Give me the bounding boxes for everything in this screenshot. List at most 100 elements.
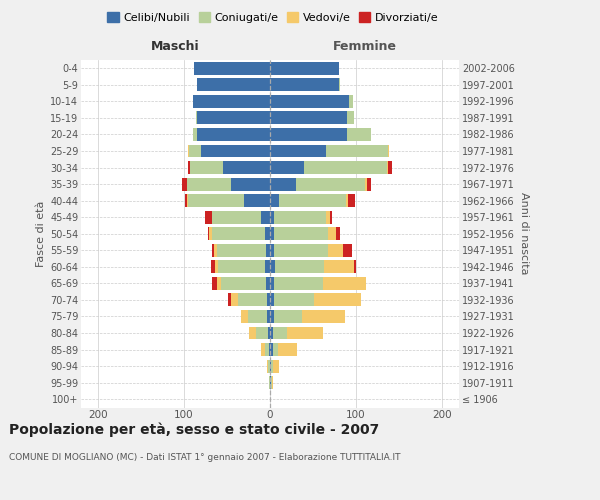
Bar xyxy=(262,210,270,224)
Bar xyxy=(248,310,268,323)
Bar xyxy=(241,310,248,323)
Bar xyxy=(265,260,270,274)
Bar xyxy=(326,210,330,224)
Y-axis label: Anni di nascita: Anni di nascita xyxy=(518,192,529,275)
Bar xyxy=(270,78,339,92)
Bar xyxy=(343,244,352,257)
Bar xyxy=(270,360,271,372)
Bar xyxy=(304,161,387,174)
Bar xyxy=(270,260,275,274)
Text: COMUNE DI MOGLIANO (MC) - Dati ISTAT 1° gennaio 2007 - Elaborazione TUTTITALIA.I: COMUNE DI MOGLIANO (MC) - Dati ISTAT 1° … xyxy=(9,452,401,462)
Bar xyxy=(221,277,266,290)
Bar xyxy=(388,161,392,174)
Bar xyxy=(244,194,270,207)
Bar xyxy=(256,326,268,340)
Bar xyxy=(323,277,366,290)
Bar xyxy=(348,194,355,207)
Bar xyxy=(268,360,270,372)
Bar xyxy=(250,326,256,340)
Bar xyxy=(238,294,266,306)
Bar xyxy=(212,228,265,240)
Bar xyxy=(336,228,340,240)
Bar xyxy=(232,294,238,306)
Bar xyxy=(326,144,388,158)
Bar xyxy=(193,128,197,141)
Bar xyxy=(270,376,271,389)
Bar xyxy=(185,194,187,207)
Bar xyxy=(188,161,190,174)
Bar xyxy=(268,310,270,323)
Bar xyxy=(274,360,278,372)
Bar xyxy=(270,62,339,74)
Bar xyxy=(270,343,272,356)
Bar xyxy=(269,343,270,356)
Bar xyxy=(270,112,347,124)
Bar xyxy=(271,376,272,389)
Bar xyxy=(188,194,244,207)
Bar xyxy=(217,244,266,257)
Bar xyxy=(212,210,262,224)
Bar xyxy=(187,194,188,207)
Bar xyxy=(272,343,278,356)
Bar xyxy=(365,178,367,190)
Bar xyxy=(354,260,356,274)
Bar xyxy=(189,144,201,158)
Bar xyxy=(223,161,270,174)
Bar xyxy=(197,128,270,141)
Bar xyxy=(270,128,347,141)
Bar xyxy=(302,310,345,323)
Bar xyxy=(330,210,332,224)
Bar xyxy=(212,244,214,257)
Bar xyxy=(347,112,354,124)
Bar xyxy=(218,260,265,274)
Bar xyxy=(274,277,323,290)
Bar xyxy=(270,144,326,158)
Bar xyxy=(194,62,270,74)
Bar xyxy=(269,376,270,389)
Bar xyxy=(274,228,328,240)
Bar xyxy=(209,228,212,240)
Bar xyxy=(274,294,314,306)
Bar xyxy=(190,161,223,174)
Bar xyxy=(266,277,270,290)
Bar xyxy=(214,244,217,257)
Bar xyxy=(287,326,323,340)
Bar xyxy=(211,260,215,274)
Bar xyxy=(217,277,221,290)
Bar xyxy=(188,144,189,158)
Bar xyxy=(367,178,371,190)
Bar xyxy=(215,260,218,274)
Bar xyxy=(228,294,232,306)
Bar xyxy=(314,294,361,306)
Bar xyxy=(265,228,270,240)
Bar xyxy=(349,95,353,108)
Bar xyxy=(201,144,270,158)
Bar xyxy=(270,210,274,224)
Bar xyxy=(182,178,187,190)
Bar xyxy=(193,95,270,108)
Bar xyxy=(197,78,270,92)
Bar xyxy=(388,144,389,158)
Bar xyxy=(296,178,365,190)
Bar xyxy=(270,228,274,240)
Bar xyxy=(187,178,232,190)
Bar xyxy=(271,360,274,372)
Bar xyxy=(272,376,274,389)
Bar xyxy=(212,277,217,290)
Bar xyxy=(270,277,274,290)
Bar xyxy=(274,326,287,340)
Bar xyxy=(274,244,328,257)
Bar xyxy=(270,194,278,207)
Bar xyxy=(232,178,270,190)
Bar xyxy=(270,95,349,108)
Text: Maschi: Maschi xyxy=(151,40,200,54)
Bar xyxy=(208,228,209,240)
Bar xyxy=(270,294,274,306)
Text: Femmine: Femmine xyxy=(332,40,397,54)
Bar xyxy=(270,326,274,340)
Bar xyxy=(197,112,270,124)
Text: Popolazione per età, sesso e stato civile - 2007: Popolazione per età, sesso e stato civil… xyxy=(9,422,379,437)
Bar xyxy=(328,244,343,257)
Bar xyxy=(275,260,324,274)
Bar xyxy=(266,244,270,257)
